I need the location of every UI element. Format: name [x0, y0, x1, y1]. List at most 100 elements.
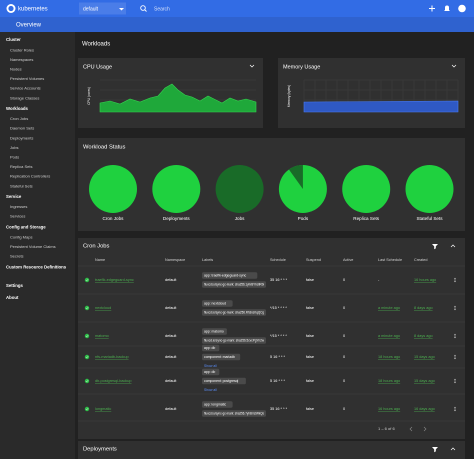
suspend: false [306, 306, 314, 310]
status-label: Replica Sets [353, 216, 379, 221]
dropdown-arrow [119, 8, 124, 11]
row-menu-dot[interactable] [454, 307, 456, 309]
label-chip [202, 344, 220, 352]
created: 16 days ago [414, 407, 435, 411]
label-chip [202, 272, 258, 279]
logo-icon-inner [8, 5, 14, 12]
nav-item[interactable]: Service Accounts [10, 86, 41, 91]
nav-section[interactable]: Workloads [6, 106, 28, 111]
namespace-select[interactable] [79, 2, 126, 15]
row-menu-dot[interactable] [454, 358, 456, 360]
nav-item[interactable]: Jobs [10, 145, 18, 150]
row-menu-dot[interactable] [454, 380, 456, 382]
nav-item[interactable]: Storage Classes [10, 95, 39, 100]
nav-item[interactable]: Namespaces [10, 57, 33, 62]
cron-job-name[interactable]: longmatic [95, 407, 111, 411]
show-all-link[interactable]: Show all [204, 388, 217, 392]
active: 0 [343, 355, 345, 359]
search-input[interactable]: Search [154, 6, 170, 12]
nav-item[interactable]: Services [10, 214, 25, 219]
account-button[interactable] [458, 4, 466, 13]
column-header: Last Schedule [378, 258, 402, 262]
suspend: false [306, 334, 314, 338]
label-text: fluxcd.io/sync-gc-mark: sha256.7yhBm2WkQ… [204, 411, 264, 415]
schedule: 35 16 * * * [270, 278, 288, 282]
cron-jobs-table: Name Namespace Labels Schedule Suspend Active… [78, 258, 465, 422]
collapse-button[interactable] [451, 64, 457, 68]
status-check [85, 408, 89, 411]
row-menu-dot[interactable] [454, 354, 456, 356]
label-chip [202, 337, 266, 344]
nav-item[interactable]: Deployments [10, 135, 33, 140]
cron-job-name[interactable]: traefik-edgeguard-sync [95, 278, 134, 282]
status-chart [215, 165, 264, 213]
column-header: Active [343, 258, 353, 262]
filter-button[interactable] [432, 244, 438, 250]
status-icon [84, 354, 90, 360]
row-menu-dot[interactable] [454, 410, 456, 412]
nav-item[interactable]: Cluster Roles [10, 47, 34, 52]
row-menu-dot[interactable] [454, 408, 456, 410]
cron-jobs-card [78, 238, 465, 439]
row-menu-dot[interactable] [454, 406, 456, 408]
namespace: default [165, 306, 177, 310]
suspend: false [306, 407, 314, 411]
nav-item[interactable]: Persistent Volumes [10, 76, 44, 81]
create-button[interactable] [429, 5, 435, 12]
row-menu-dot[interactable] [454, 279, 456, 281]
row-menu-dot[interactable] [454, 335, 456, 337]
label-text: fluxcd.io/sync-gc-mark: sha256.Rh3nzKqQC… [204, 310, 264, 314]
status-chart [89, 165, 137, 213]
memory-area [303, 100, 459, 113]
row-menu-dot[interactable] [454, 333, 456, 335]
show-all-link[interactable]: Show all [204, 364, 217, 368]
nav-item[interactable]: Persistent Volume Claims [10, 244, 56, 249]
row-menu-dot[interactable] [454, 356, 456, 358]
row-menu-dot[interactable] [454, 378, 456, 380]
nav-item[interactable]: Daemon Sets [10, 126, 34, 131]
row-menu-dot[interactable] [454, 337, 456, 339]
nav-item[interactable]: Ingresses [10, 204, 27, 209]
row-menu-dot[interactable] [454, 277, 456, 279]
nav-item[interactable]: Cron Jobs [10, 116, 28, 121]
workload-status-charts: Cron Jobs Deployments Jobs Pods Replica Sets… [89, 165, 454, 221]
nav-section[interactable]: About [6, 295, 19, 300]
nav-item[interactable]: Replica Sets [10, 164, 32, 169]
filter-button[interactable] [432, 447, 438, 453]
nav-section[interactable]: Config and Storage [6, 224, 46, 229]
namespace: default [165, 278, 177, 282]
nav-item[interactable]: Nodes [10, 66, 22, 71]
row-menu-dot[interactable] [454, 281, 456, 283]
notifications-button[interactable] [444, 5, 450, 12]
last-schedule: 18 hours ago [378, 355, 400, 359]
namespace-value[interactable]: default [83, 6, 99, 12]
column-header: Created [414, 258, 428, 262]
status-chart [405, 165, 454, 213]
nav-item[interactable]: Secrets [10, 254, 24, 259]
last-schedule: 16 hours ago [378, 407, 400, 411]
row-menu-dot[interactable] [454, 309, 456, 311]
nav-section[interactable]: Settings [6, 283, 24, 288]
collapse-button[interactable] [450, 244, 456, 248]
row-menu-dot[interactable] [454, 382, 456, 384]
row-menu-dot[interactable] [454, 305, 456, 307]
cron-job-name[interactable]: db-postgresql-backup [95, 379, 132, 383]
nav-item[interactable]: Config Maps [10, 234, 32, 239]
cron-job-name[interactable]: nextcloud [95, 306, 111, 310]
collapse-button[interactable] [450, 447, 456, 451]
collapse-button[interactable] [249, 64, 255, 68]
nav-section[interactable]: Custom Resource Definitions [6, 264, 67, 269]
schedule: */15 * * * * [270, 306, 287, 310]
label-text: fluxcd.io/sync-gc-mark: sha256.1yhrBYhUi… [204, 282, 264, 286]
nav-item[interactable]: Replication Controllers [10, 174, 50, 179]
cron-job-name[interactable]: nfs-mariadb-backup [95, 355, 129, 359]
cron-job-name[interactable]: matomo [95, 334, 109, 338]
active: 0 [343, 306, 345, 310]
nav-item[interactable]: Stateful Sets [10, 183, 33, 188]
pagination-arrows[interactable] [409, 426, 427, 432]
workload-status-card [78, 138, 465, 231]
nav-section[interactable]: Cluster [6, 37, 21, 42]
nav-section[interactable]: Service [6, 194, 22, 199]
namespace: default [165, 407, 177, 411]
nav-item[interactable]: Pods [10, 154, 19, 159]
